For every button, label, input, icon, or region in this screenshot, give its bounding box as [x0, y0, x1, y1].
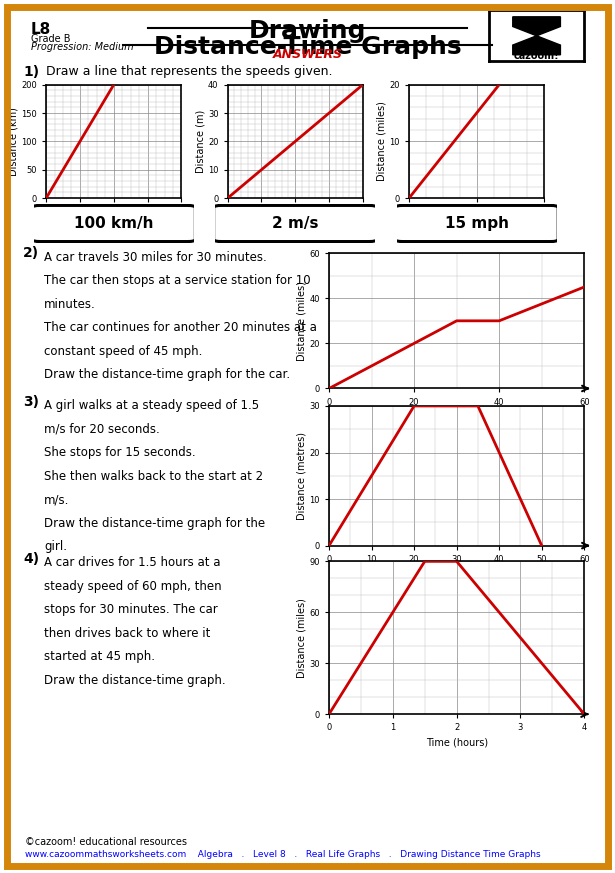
Text: Drawing: Drawing — [248, 19, 367, 43]
Text: A girl walks at a steady speed of 1.5: A girl walks at a steady speed of 1.5 — [44, 399, 260, 412]
Text: stops for 30 minutes. The car: stops for 30 minutes. The car — [44, 603, 218, 616]
Text: 15 mph: 15 mph — [445, 216, 509, 231]
X-axis label: Time (minutes): Time (minutes) — [419, 412, 494, 422]
Text: then drives back to where it: then drives back to where it — [44, 627, 211, 640]
FancyBboxPatch shape — [213, 205, 377, 242]
X-axis label: Time (seconds): Time (seconds) — [258, 222, 333, 231]
X-axis label: Time (hours): Time (hours) — [426, 738, 488, 747]
Y-axis label: Distance (metres): Distance (metres) — [296, 432, 307, 519]
Y-axis label: Distance (miles): Distance (miles) — [376, 101, 387, 182]
Y-axis label: Distance (miles): Distance (miles) — [296, 281, 307, 361]
Text: Draw a line that represents the speeds given.: Draw a line that represents the speeds g… — [46, 65, 333, 78]
FancyBboxPatch shape — [32, 205, 196, 242]
Text: A car drives for 1.5 hours at a: A car drives for 1.5 hours at a — [44, 556, 221, 569]
Text: minutes.: minutes. — [44, 298, 96, 311]
X-axis label: Time (hours): Time (hours) — [445, 222, 508, 231]
Text: The car continues for another 20 minutes at a: The car continues for another 20 minutes… — [44, 321, 317, 334]
Text: She stops for 15 seconds.: She stops for 15 seconds. — [44, 446, 196, 459]
Text: 2): 2) — [23, 246, 39, 260]
Y-axis label: Distance (miles): Distance (miles) — [296, 598, 307, 677]
Text: girl.: girl. — [44, 540, 67, 553]
Text: Draw the distance-time graph.: Draw the distance-time graph. — [44, 674, 226, 687]
Text: 3): 3) — [23, 395, 39, 409]
Text: A car travels 30 miles for 30 minutes.: A car travels 30 miles for 30 minutes. — [44, 251, 267, 264]
Text: The car then stops at a service station for 10: The car then stops at a service station … — [44, 274, 311, 287]
Text: cazoom!: cazoom! — [514, 52, 560, 61]
Text: L8: L8 — [31, 22, 51, 37]
Text: constant speed of 45 mph.: constant speed of 45 mph. — [44, 345, 203, 358]
Text: 2 m/s: 2 m/s — [272, 216, 319, 231]
Text: m/s for 20 seconds.: m/s for 20 seconds. — [44, 423, 160, 436]
Y-axis label: Distance (m): Distance (m) — [195, 110, 205, 173]
X-axis label: Time (seconds): Time (seconds) — [419, 569, 494, 579]
Text: ©cazoom! educational resources: ©cazoom! educational resources — [25, 837, 186, 847]
Text: 1): 1) — [23, 65, 39, 79]
Polygon shape — [513, 17, 560, 55]
Text: ANSWERS: ANSWERS — [272, 48, 343, 61]
FancyBboxPatch shape — [395, 205, 558, 242]
Text: started at 45 mph.: started at 45 mph. — [44, 650, 155, 663]
Text: steady speed of 60 mph, then: steady speed of 60 mph, then — [44, 580, 222, 593]
Text: Grade B: Grade B — [31, 34, 70, 44]
Text: Draw the distance-time graph for the: Draw the distance-time graph for the — [44, 517, 266, 530]
Text: www.cazoommathsworksheets.com    Algebra   .   Level 8   .   Real Life Graphs   : www.cazoommathsworksheets.com Algebra . … — [25, 850, 540, 859]
Text: Draw the distance-time graph for the car.: Draw the distance-time graph for the car… — [44, 368, 290, 382]
X-axis label: Time (hours): Time (hours) — [82, 222, 145, 231]
Text: She then walks back to the start at 2: She then walks back to the start at 2 — [44, 470, 263, 483]
Text: Progression: Medium: Progression: Medium — [31, 42, 133, 52]
Text: m/s.: m/s. — [44, 493, 69, 506]
Text: Distance-Time Graphs: Distance-Time Graphs — [154, 35, 461, 58]
Y-axis label: Distance (km): Distance (km) — [9, 107, 18, 175]
Text: 100 km/h: 100 km/h — [74, 216, 154, 231]
Text: 4): 4) — [23, 552, 39, 566]
